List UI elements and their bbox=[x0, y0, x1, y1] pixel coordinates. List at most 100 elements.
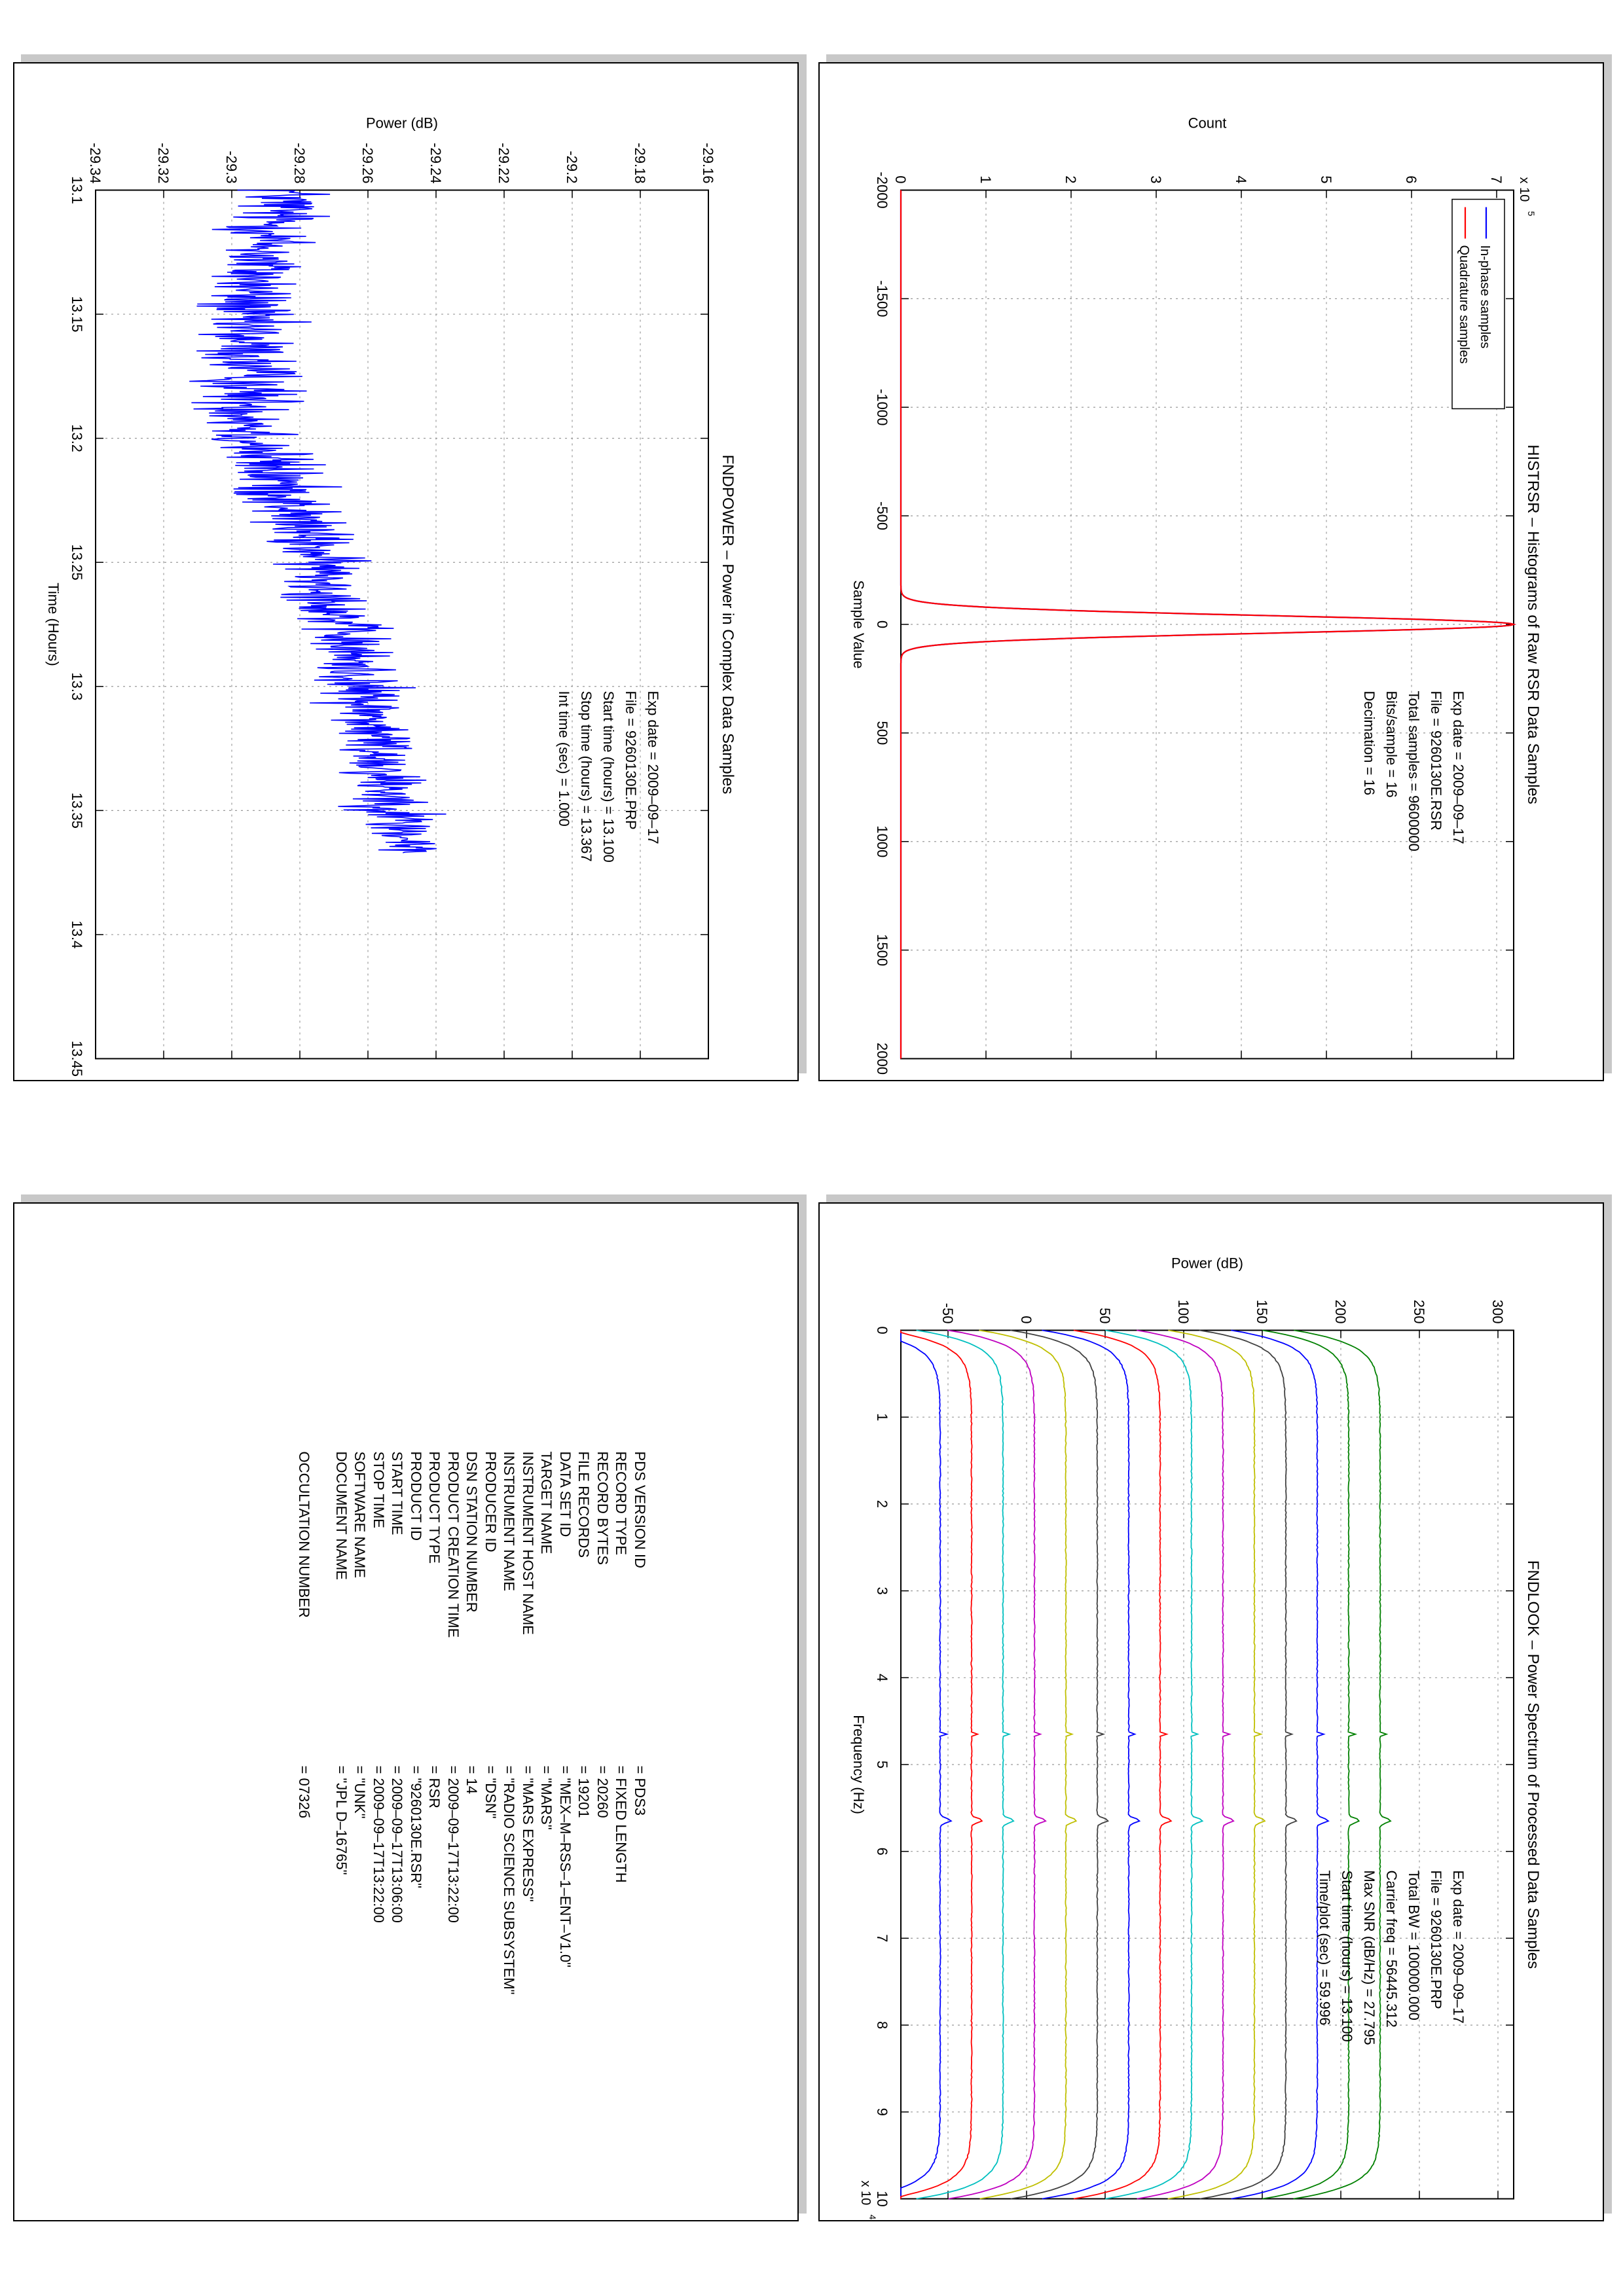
x-axis-label: Frequency (Hz) bbox=[850, 1715, 867, 1814]
y-tick-label: 1 bbox=[977, 175, 994, 183]
label-key: START TIME bbox=[389, 1451, 406, 1535]
chart-title: FNDLOOK – Power Spectrum of Processed Da… bbox=[1524, 1560, 1542, 1968]
info-line: Exp date = 2009–09–17 bbox=[1450, 1870, 1467, 2023]
label-value: = "JPL D–16765" bbox=[333, 1765, 350, 1875]
y-tick-label: 100 bbox=[1175, 1299, 1192, 1323]
label-value: = "MARS" bbox=[538, 1765, 555, 1830]
info-line: Exp date = 2009–09–17 bbox=[645, 691, 661, 844]
info-line: Int time (sec) = 1.000 bbox=[556, 691, 572, 826]
x-tick-label: 0 bbox=[874, 1326, 890, 1334]
y-tick-label: 250 bbox=[1411, 1299, 1427, 1323]
spectrum-series-line bbox=[1199, 1329, 1298, 2199]
x-tick-label: 1000 bbox=[874, 825, 890, 857]
label-key: STOP TIME bbox=[371, 1451, 387, 1528]
label-value: = "MARS EXPRESS" bbox=[520, 1765, 536, 1902]
label-key: TARGET NAME bbox=[538, 1451, 555, 1554]
label-key: PRODUCT ID bbox=[408, 1451, 424, 1541]
x-tick-label: 6 bbox=[874, 1847, 890, 1855]
power-series-line bbox=[189, 189, 447, 853]
y-tick-label: -29.3 bbox=[223, 151, 240, 183]
spectrum-series-line bbox=[1105, 1329, 1204, 2199]
plot-frame bbox=[900, 1329, 1514, 2199]
y-tick-label: 3 bbox=[1148, 175, 1164, 183]
y-tick-label: -29.18 bbox=[632, 143, 648, 183]
label-key: INSTRUMENT NAME bbox=[501, 1451, 518, 1591]
series-line-1 bbox=[900, 190, 1517, 1058]
x-tick-label: 10 bbox=[874, 2191, 890, 2206]
x-tick-label: 13.35 bbox=[69, 792, 85, 828]
label-value: = PDS3 bbox=[632, 1765, 648, 1816]
label-key: DATA SET ID bbox=[557, 1451, 574, 1537]
y-tick-label: 7 bbox=[1488, 175, 1504, 183]
y-tick-label: 2 bbox=[1063, 175, 1079, 183]
x-tick-label: 500 bbox=[874, 721, 890, 745]
label-value: = 19201 bbox=[575, 1765, 593, 1818]
x-tick-label: 7 bbox=[874, 1934, 890, 1942]
x-multiplier: x 10 bbox=[858, 2180, 873, 2205]
x-tick-label: 3 bbox=[874, 1587, 890, 1594]
plot-frame bbox=[95, 189, 709, 1059]
y-tick-label: -29.22 bbox=[496, 143, 512, 183]
y-tick-label: 50 bbox=[1097, 1308, 1113, 1323]
spectrum-series-line bbox=[900, 1330, 983, 2198]
x-multiplier-power: 4 bbox=[867, 2214, 878, 2219]
y-tick-label: -29.2 bbox=[564, 151, 580, 183]
label-key: DSN STATION NUMBER bbox=[464, 1451, 481, 1613]
y-tick-label: -29.26 bbox=[359, 143, 376, 183]
label-value: = FIXED LENGTH bbox=[613, 1765, 630, 1883]
y-tick-label: -50 bbox=[939, 1302, 956, 1323]
label-key: PRODUCT TYPE bbox=[426, 1451, 443, 1564]
x-tick-label: -500 bbox=[874, 501, 890, 530]
spectrum-chart: 0 1 2 3 4 5 6 7 8 9 10 -50 0 50 100 150 200 250 300 FNDLOOK… bbox=[850, 1255, 1542, 2219]
label-value: = "MEX–M–RSS–1–ENT–V1.0" bbox=[557, 1765, 574, 1967]
chart-title: FNDPOWER – Power in Complex Data Samples bbox=[719, 454, 737, 794]
x-tick-label: -2000 bbox=[874, 171, 890, 208]
x-tick-label: 0 bbox=[874, 620, 890, 628]
info-line: Bits/sample = 16 bbox=[1383, 691, 1400, 797]
label-key: RECORD TYPE bbox=[613, 1451, 630, 1555]
x-tick-label: 13.4 bbox=[69, 920, 85, 948]
x-tick-label: -1500 bbox=[874, 280, 890, 317]
spectrum-series-line bbox=[1262, 1329, 1360, 2199]
info-line: Decimation = 16 bbox=[1361, 691, 1377, 795]
info-line: Stop time (hours) = 13.367 bbox=[578, 691, 594, 861]
label-value: = 20260 bbox=[594, 1765, 611, 1818]
y-tick-label: -29.32 bbox=[155, 143, 172, 183]
label-value: = RSR bbox=[426, 1765, 443, 1808]
label-panel: PDS VERSION ID = PDS3 RECORD TYPE = FIXED L… bbox=[13, 1202, 799, 2221]
x-tick-label: 13.1 bbox=[69, 176, 85, 204]
x-tick-label: 4 bbox=[874, 1674, 890, 1681]
spectrum-series-line bbox=[1293, 1329, 1392, 2199]
y-axis-label: Power (dB) bbox=[1171, 1255, 1243, 1271]
info-line: File = 9260130E.RSR bbox=[1428, 691, 1444, 830]
x-tick-label: 2 bbox=[874, 1499, 890, 1507]
spectrum-series-line bbox=[1010, 1329, 1110, 2199]
spectrum-series-line bbox=[1231, 1329, 1330, 2199]
label-value: = "RADIO SCIENCE SUBSYSTEM" bbox=[501, 1765, 518, 1994]
legend-box bbox=[1451, 198, 1505, 409]
y-tick-label: 300 bbox=[1489, 1299, 1506, 1323]
label-key: PDS VERSION ID bbox=[632, 1451, 648, 1568]
x-tick-label: 5 bbox=[874, 1760, 890, 1768]
spectrum-series-line bbox=[916, 1329, 1015, 2199]
x-tick-label: -1000 bbox=[874, 389, 890, 425]
info-line: Max SNR (dB/Hz) = 27.795 bbox=[1361, 1870, 1377, 2045]
info-line: Time/plot (sec) = 59.996 bbox=[1317, 1870, 1333, 2025]
info-line: File = 9260130E.PRP bbox=[1428, 1870, 1444, 2009]
label-value: = 2009–09–17T13:22:00 bbox=[371, 1765, 387, 1923]
y-tick-label: 4 bbox=[1233, 175, 1249, 183]
label-value: = "DSN" bbox=[483, 1765, 499, 1819]
label-value: = 2009–09–17T13:06:00 bbox=[389, 1765, 406, 1923]
y-tick-label: -29.34 bbox=[87, 143, 103, 183]
info-line: File = 9260130E.PRP bbox=[623, 691, 639, 829]
y-tick-label: 5 bbox=[1318, 175, 1334, 183]
power-chart: 13.1 13.15 13.2 13.25 13.3 13.35 13.4 13.45 -29.… bbox=[45, 115, 737, 1077]
x-axis-label: Time (Hours) bbox=[45, 583, 62, 666]
x-tick-label: 1500 bbox=[874, 934, 890, 966]
x-tick-label: 13.2 bbox=[69, 424, 85, 452]
y-tick-label: 0 bbox=[892, 175, 909, 183]
pds-label-table: PDS VERSION ID = PDS3 RECORD TYPE = FIXED L… bbox=[13, 1202, 799, 2221]
y-tick-label: 6 bbox=[1403, 175, 1419, 183]
histogram-chart: -2000 -1500 -1000 -500 0 500 1000 1500 2000 0 1 2 3 4… bbox=[850, 115, 1542, 1074]
x-axis-label: Sample Value bbox=[850, 580, 867, 668]
